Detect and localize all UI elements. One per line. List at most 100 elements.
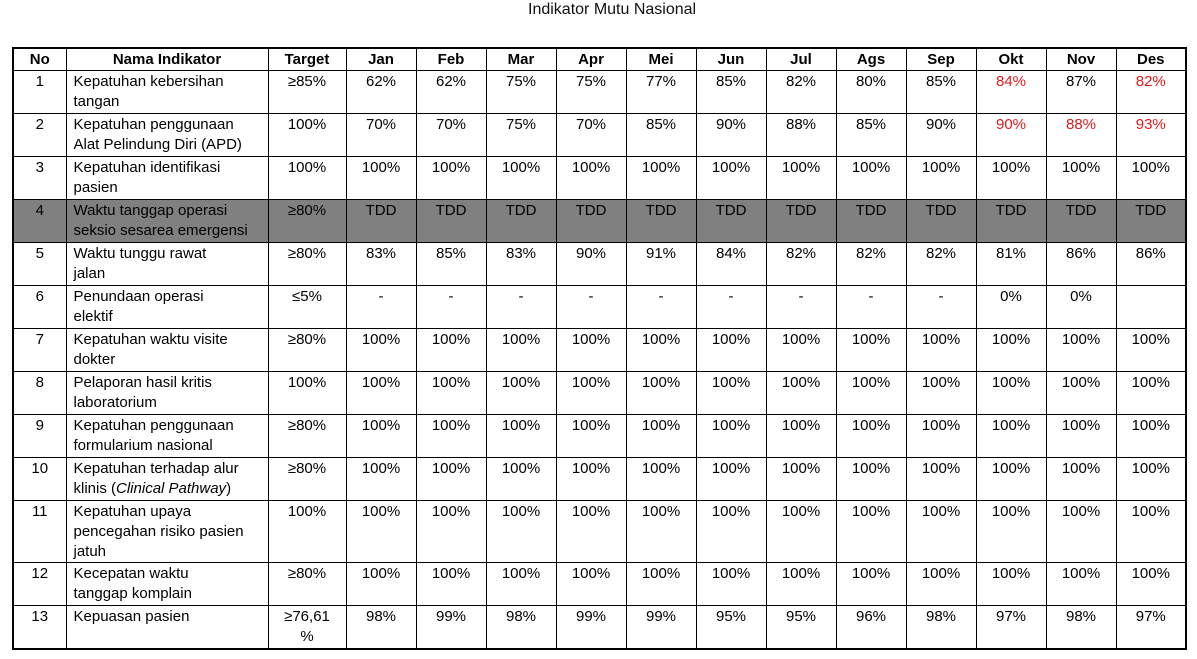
month-value-cell: 85% [905,70,977,114]
indicator-name: Penundaan operasi elektif [65,285,269,329]
row-number: 5 [12,242,67,286]
table-row: 12 Kecepatan waktu tanggap komplain ≥80% 10… [12,562,1187,606]
indicator-name: Kepuasan pasien [65,605,269,650]
month-value-cell: TDD [485,199,557,243]
month-value-cell: 100% [415,457,487,501]
row-number: 6 [12,285,67,329]
month-value-cell: 100% [975,371,1047,415]
month-value-cell: - [485,285,557,329]
target-value: ≥85% [267,70,347,114]
month-value-cell: 100% [905,500,977,563]
month-value-cell: 100% [345,328,417,372]
month-value-cell: 100% [1045,328,1117,372]
month-value-cell: 100% [555,457,627,501]
month-value-cell: 100% [695,328,767,372]
table-row: 4 Waktu tanggap operasi seksio sesarea em… [12,199,1187,243]
month-value-cell: 100% [345,562,417,606]
month-value-cell: 98% [345,605,417,650]
column-header-nov: Nov [1045,47,1117,71]
month-value-cell: 82% [835,242,907,286]
month-value-cell: 82% [765,70,837,114]
month-value-cell: 83% [345,242,417,286]
month-value-cell: 98% [905,605,977,650]
month-value-cell: 100% [345,371,417,415]
month-value-cell: TDD [1045,199,1117,243]
indicator-table: No Nama Indikator Target Jan Feb Mar Apr Mei Jun… [12,47,1187,650]
month-value-cell: 100% [1115,328,1187,372]
target-value: ≥80% [267,328,347,372]
month-value-cell: 100% [765,500,837,563]
row-number: 11 [12,500,67,563]
month-value-cell: 100% [1045,500,1117,563]
month-value-cell: TDD [415,199,487,243]
column-header-des: Des [1115,47,1187,71]
row-number: 3 [12,156,67,200]
month-value-cell: 100% [905,371,977,415]
column-header-feb: Feb [415,47,487,71]
target-value: ≥80% [267,242,347,286]
month-value-cell: 99% [555,605,627,650]
indicator-name: Kepatuhan penggunaan Alat Pelindung Diri… [65,113,269,157]
month-value-cell: 100% [975,562,1047,606]
month-value-cell: TDD [345,199,417,243]
indicator-name-segment: Clinical Pathway [116,480,227,497]
month-value-cell: TDD [905,199,977,243]
indicator-name-segment: Waktu tanggap operasi seksio sesarea eme… [73,202,248,239]
month-value-cell: 100% [765,414,837,458]
target-value: 100% [267,156,347,200]
month-value-cell: 80% [835,70,907,114]
month-value-cell: 100% [975,457,1047,501]
month-value-cell: 100% [485,371,557,415]
indicator-name-segment: Kecepatan waktu tanggap komplain [73,565,192,602]
month-value-cell: 100% [905,457,977,501]
row-number: 1 [12,70,67,114]
month-value-cell: 100% [625,500,697,563]
month-value-cell: 100% [625,414,697,458]
month-value-cell: 100% [415,328,487,372]
indicator-name-segment: Kepuasan pasien [73,608,190,625]
indicator-name-segment: Kepatuhan terhadap alur klinis ( [73,460,239,497]
month-value-cell: 0% [975,285,1047,329]
month-value-cell: 100% [485,500,557,563]
indicator-name-segment: Penundaan operasi elektif [73,288,204,325]
month-value-cell: 100% [1115,156,1187,200]
month-value-cell: 100% [835,371,907,415]
row-number: 2 [12,113,67,157]
month-value-cell: 100% [695,457,767,501]
indicator-name-segment: Kepatuhan identifikasi pasien [73,159,221,196]
month-value-cell: - [625,285,697,329]
month-value-cell: 100% [1115,371,1187,415]
month-value-cell: 100% [415,371,487,415]
month-value-cell: 100% [695,156,767,200]
month-value-cell: 91% [625,242,697,286]
indicator-name: Waktu tanggap operasi seksio sesarea eme… [65,199,269,243]
month-value-cell: 100% [485,457,557,501]
table-row: 8 Pelaporan hasil kritis laboratorium 100%… [12,371,1187,415]
month-value-cell: 100% [625,328,697,372]
month-value-cell: 75% [485,113,557,157]
target-value: ≥80% [267,562,347,606]
month-value-cell: 82% [765,242,837,286]
month-value-cell: 100% [555,371,627,415]
month-value-cell: - [695,285,767,329]
target-value: ≤5% [267,285,347,329]
month-value-cell: 100% [1045,371,1117,415]
indicator-name: Pelaporan hasil kritis laboratorium [65,371,269,415]
indicator-name-segment: Kepatuhan upaya pencegahan risiko pasien… [73,503,244,560]
month-value-cell: 100% [835,562,907,606]
indicator-name: Kepatuhan terhadap alur klinis (Clinical… [65,457,269,501]
month-value-cell: 99% [415,605,487,650]
indicator-name-segment: Kepatuhan penggunaan formularium nasiona… [73,417,234,454]
month-value-cell: 100% [695,500,767,563]
month-value-cell: - [905,285,977,329]
month-value-cell: - [835,285,907,329]
month-value-cell: 90% [905,113,977,157]
month-value-cell: 95% [765,605,837,650]
month-value-cell: 100% [905,156,977,200]
month-value-cell: 96% [835,605,907,650]
month-value-cell: 100% [625,562,697,606]
month-value-cell: 100% [555,156,627,200]
month-value-cell: TDD [765,199,837,243]
month-value-cell: 98% [485,605,557,650]
